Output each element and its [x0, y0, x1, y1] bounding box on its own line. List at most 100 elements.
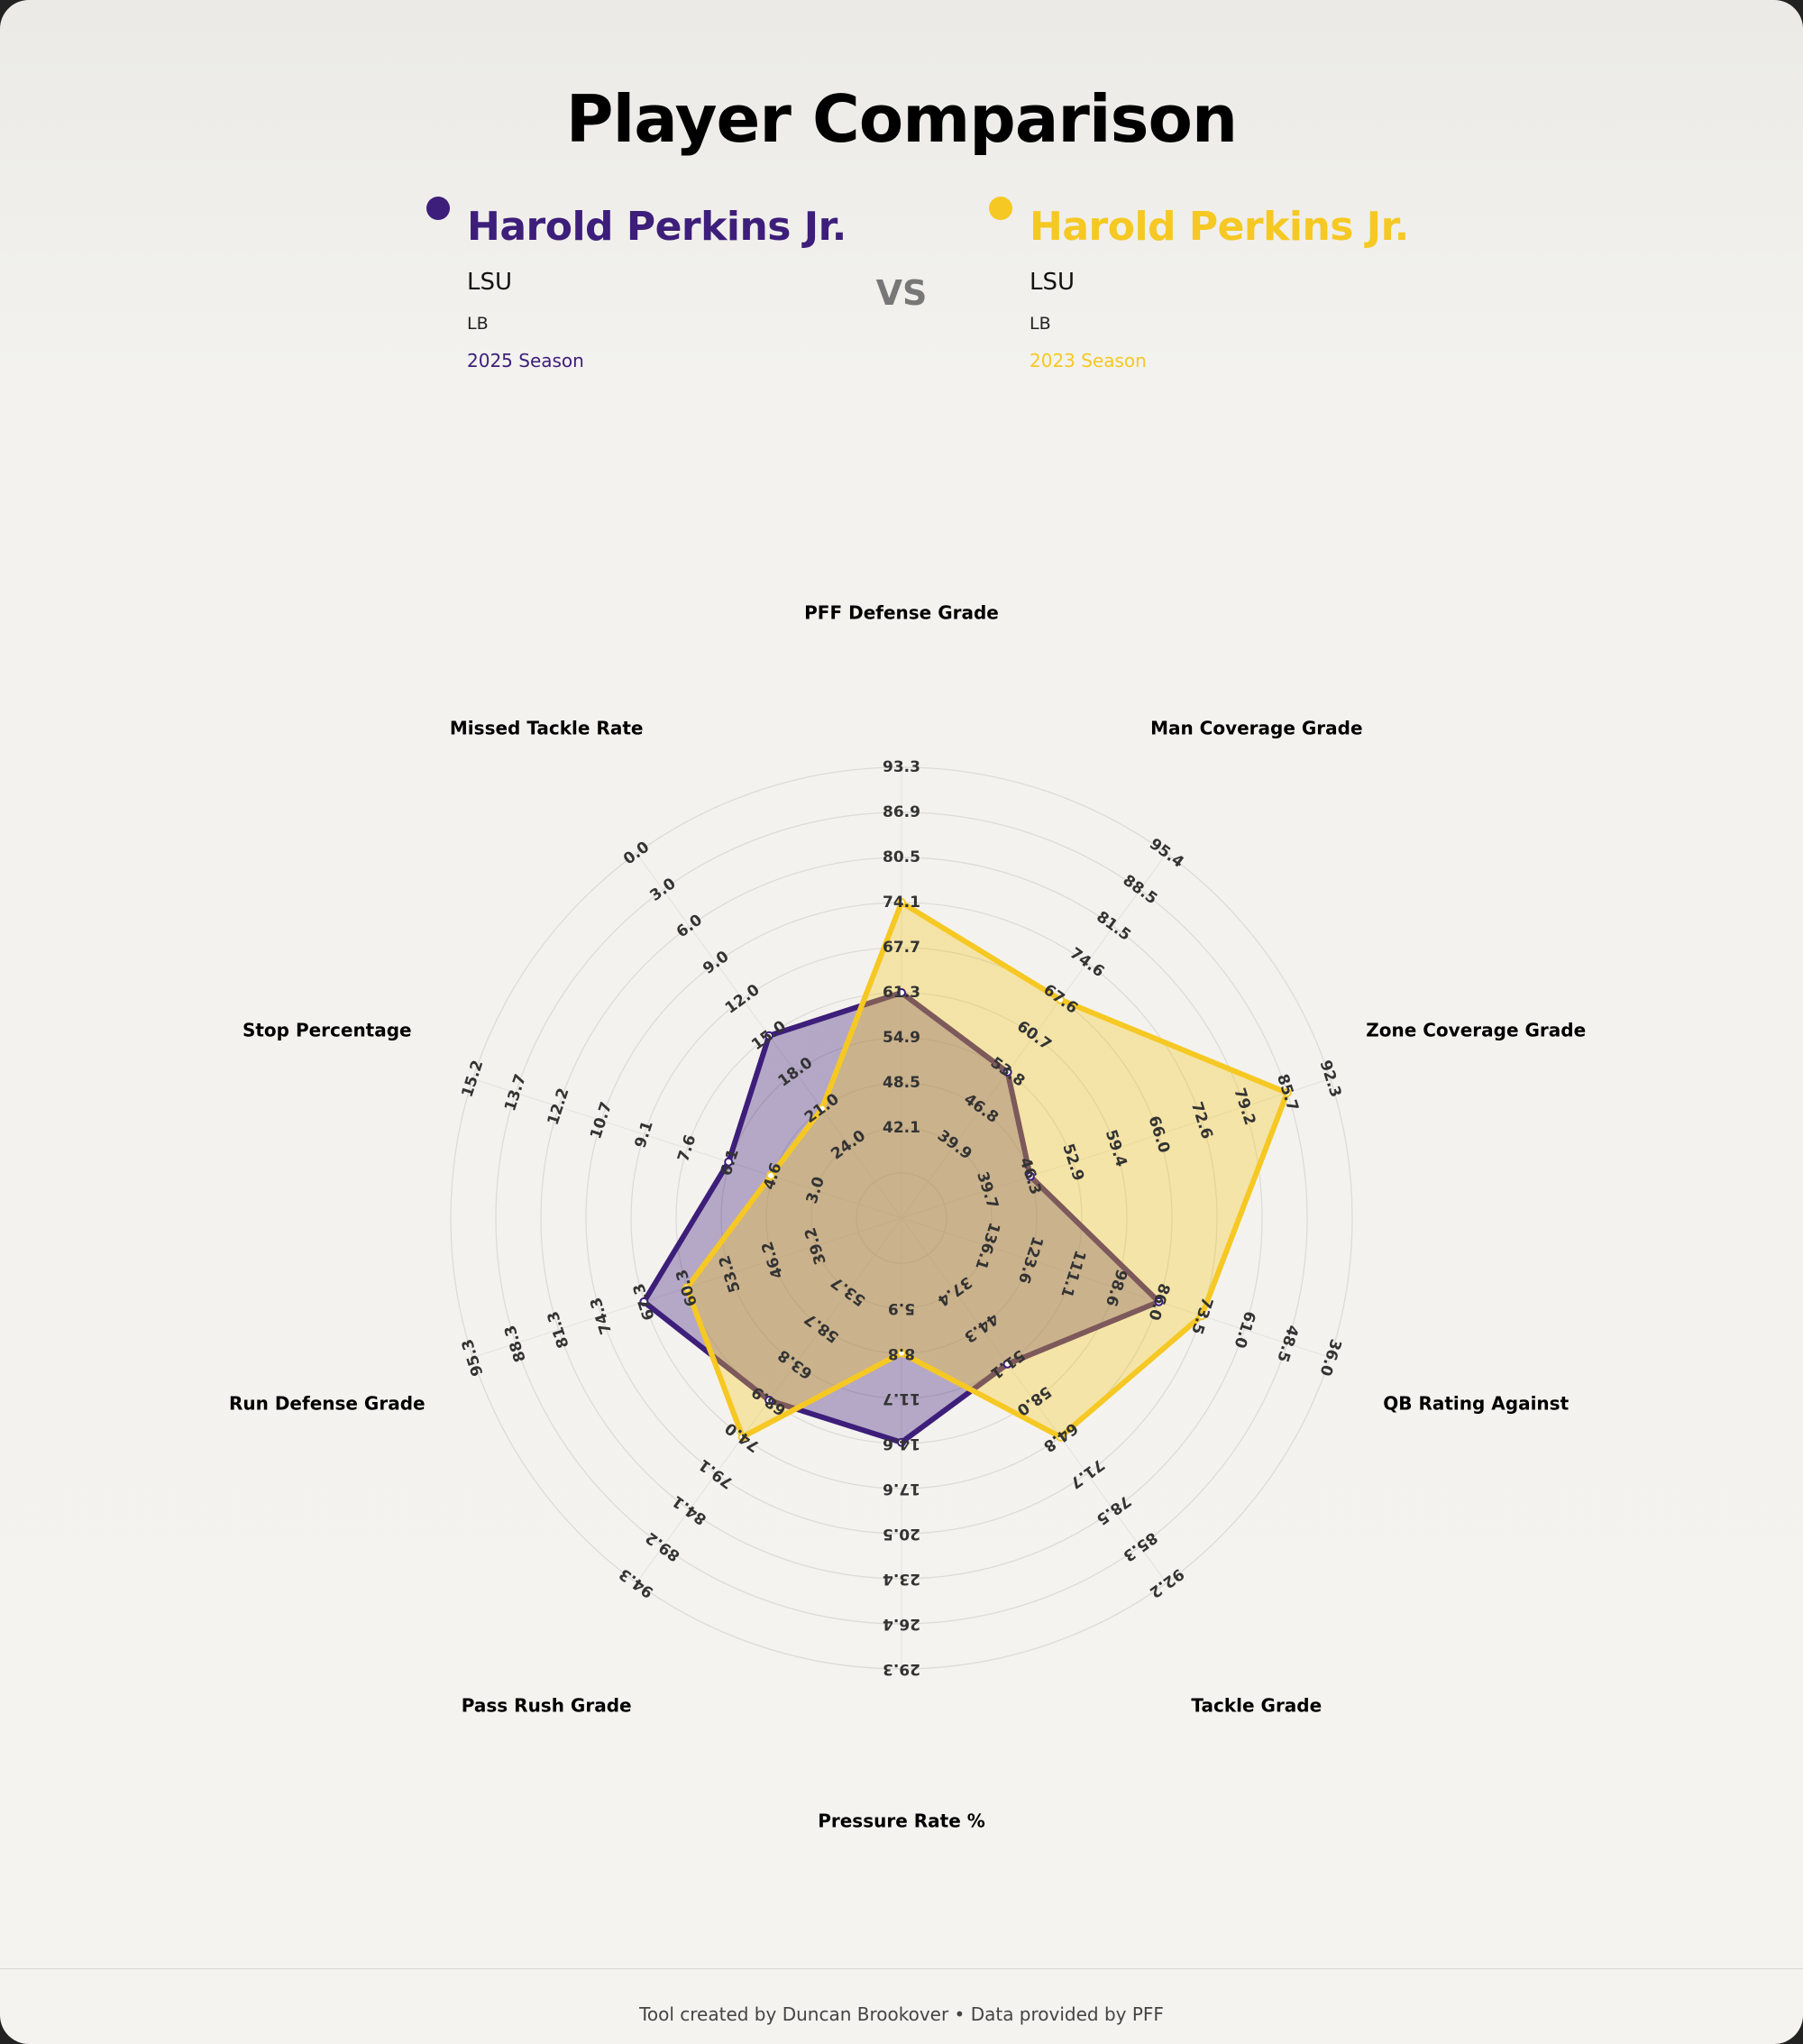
tick-label: 12.0	[722, 981, 764, 1018]
tick-label: 11.7	[883, 1389, 920, 1407]
player-two-team: LSU	[1030, 269, 1075, 296]
series-2-point	[737, 1432, 747, 1442]
tick-label: 78.5	[1093, 1491, 1134, 1528]
axis-label: PFF Defense Grade	[804, 602, 999, 624]
tick-label: 10.7	[587, 1100, 616, 1141]
series-2-point	[766, 1170, 776, 1180]
tick-label: 86.9	[883, 803, 920, 821]
tick-label: 15.2	[458, 1058, 487, 1099]
tick-label: 20.5	[883, 1525, 920, 1543]
page-title: Player Comparison	[565, 81, 1238, 157]
series-2-point	[682, 1283, 691, 1293]
player-one-position: LB	[467, 314, 489, 334]
tick-label: 94.3	[616, 1564, 657, 1601]
footer-credit: Tool created by Duncan Brookover • Data …	[639, 2003, 1164, 2025]
series-1-point	[1002, 1359, 1012, 1369]
series-2-point	[817, 1104, 827, 1114]
tick-label: 80.5	[883, 848, 920, 866]
grid-spoke	[472, 1078, 902, 1219]
player-one-color-dot	[426, 197, 450, 220]
tick-label: 85.3	[1120, 1528, 1161, 1565]
tick-label: 84.1	[669, 1491, 710, 1528]
player-one-name: Harold Perkins Jr.	[467, 204, 847, 250]
tick-label: 5.9	[888, 1299, 915, 1317]
tick-label: 79.1	[695, 1455, 737, 1492]
series-1-point	[897, 1437, 906, 1447]
player-one-team: LSU	[467, 269, 513, 296]
tick-label: 42.1	[883, 1119, 920, 1137]
tick-label: 95.4	[1146, 835, 1187, 872]
tick-label: 89.2	[643, 1528, 684, 1565]
series-1-point	[764, 1396, 774, 1406]
series-2-point	[897, 1348, 906, 1358]
series-1-point	[1002, 1068, 1012, 1077]
axis-label: Stop Percentage	[243, 1019, 412, 1040]
tick-label: 92.3	[1316, 1058, 1345, 1099]
player-two-name: Harold Perkins Jr.	[1030, 204, 1409, 250]
axis-label: Zone Coverage Grade	[1366, 1019, 1586, 1040]
tick-label: 88.3	[501, 1323, 530, 1364]
series-1-point	[724, 1157, 734, 1167]
tick-label: 67.7	[883, 939, 920, 957]
axis-label: Tackle Grade	[1191, 1695, 1322, 1717]
tick-label: 36.0	[1315, 1336, 1344, 1378]
vs-label: VS	[875, 273, 928, 313]
axis-label: Pass Rush Grade	[462, 1695, 632, 1717]
tick-label: 0.0	[620, 838, 653, 868]
player-two-season: 2023 Season	[1030, 350, 1147, 371]
tick-label: 23.4	[883, 1570, 920, 1588]
axis-label: Man Coverage Grade	[1150, 717, 1362, 738]
series-1-point	[639, 1297, 649, 1306]
tick-label: 95.3	[459, 1336, 488, 1378]
tick-label: 9.1	[632, 1119, 657, 1150]
tick-label: 48.5	[883, 1074, 920, 1092]
tick-label: 81.5	[1093, 908, 1134, 945]
tick-label: 12.2	[545, 1086, 573, 1127]
series-1-point	[764, 1031, 774, 1040]
tick-label: 6.0	[673, 911, 706, 941]
tick-label: 74.1	[883, 894, 920, 912]
tick-label: 13.7	[501, 1072, 530, 1114]
tick-label: 88.5	[1120, 872, 1161, 909]
tick-label: 81.3	[545, 1309, 573, 1351]
tick-label: 74.6	[1066, 944, 1108, 981]
axis-label: Run Defense Grade	[229, 1393, 426, 1415]
series-1-point	[897, 988, 906, 997]
series-1-point	[1025, 1171, 1035, 1181]
tick-label: 61.0	[1230, 1309, 1258, 1351]
tick-label: 17.6	[883, 1480, 920, 1498]
grid-spoke	[901, 1217, 1167, 1583]
axis-label: Missed Tackle Rate	[450, 717, 644, 738]
grid-spoke	[901, 1217, 1331, 1358]
series-2-point	[1056, 1432, 1066, 1442]
axis-label: Pressure Rate %	[818, 1810, 985, 1832]
tick-label: 29.3	[883, 1660, 920, 1678]
tick-label: 9.0	[700, 948, 732, 978]
tick-label: 26.4	[883, 1615, 920, 1633]
player-two-position: LB	[1030, 314, 1051, 334]
series-2-point	[1282, 1088, 1292, 1098]
grid-spoke	[901, 853, 1167, 1219]
series-2-point	[1056, 995, 1066, 1004]
player-two-color-dot	[989, 197, 1012, 220]
tick-label: 61.3	[883, 984, 920, 1002]
series-2-point	[1197, 1311, 1207, 1321]
tick-label: 14.6	[883, 1434, 920, 1453]
tick-label: 54.9	[883, 1029, 920, 1047]
tick-label: 7.6	[674, 1132, 700, 1164]
player-one-season: 2025 Season	[467, 350, 584, 371]
tick-label: 71.7	[1066, 1455, 1108, 1492]
series-1-point	[1154, 1297, 1164, 1306]
tick-label: 74.3	[587, 1295, 616, 1336]
tick-label: 48.5	[1273, 1323, 1302, 1364]
grid-spoke	[901, 1078, 1331, 1219]
axis-label: QB Rating Against	[1383, 1393, 1569, 1415]
series-2-point	[897, 898, 906, 907]
tick-label: 8.8	[888, 1344, 915, 1362]
tick-label: 93.3	[883, 758, 920, 776]
footer-divider	[0, 1968, 1803, 1969]
tick-label: 92.2	[1146, 1564, 1187, 1601]
tick-label: 3.0	[646, 875, 679, 905]
